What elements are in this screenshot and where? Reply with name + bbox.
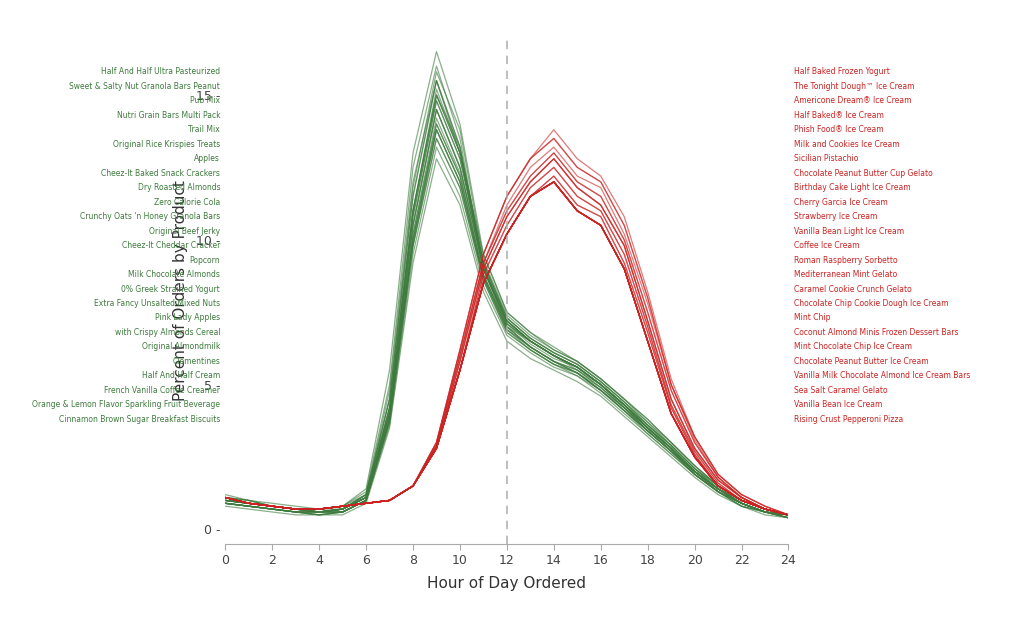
Text: Cinnamon Brown Sugar Breakfast Biscuits: Cinnamon Brown Sugar Breakfast Biscuits <box>58 415 220 424</box>
Text: Cheez-It Cheddar Cracker: Cheez-It Cheddar Cracker <box>122 241 220 250</box>
Text: Original Almondmilk: Original Almondmilk <box>141 342 220 352</box>
Text: Crunchy Oats 'n Honey Granola Bars: Crunchy Oats 'n Honey Granola Bars <box>80 212 220 221</box>
Text: Zero Calorie Cola: Zero Calorie Cola <box>154 198 220 206</box>
Text: Roman Raspberry Sorbetto: Roman Raspberry Sorbetto <box>794 256 897 265</box>
Text: Chocolate Chip Cookie Dough Ice Cream: Chocolate Chip Cookie Dough Ice Cream <box>794 299 948 308</box>
Text: Cherry Garcia Ice Cream: Cherry Garcia Ice Cream <box>794 198 888 206</box>
Text: with Crispy Almonds Cereal: with Crispy Almonds Cereal <box>115 328 220 337</box>
Text: Apples: Apples <box>195 154 220 163</box>
Text: French Vanilla Coffee Creamer: French Vanilla Coffee Creamer <box>104 386 220 395</box>
Text: Strawberry Ice Cream: Strawberry Ice Cream <box>794 212 877 221</box>
Text: The Tonight Dough™ Ice Cream: The Tonight Dough™ Ice Cream <box>794 82 914 91</box>
Text: Mediterranean Mint Gelato: Mediterranean Mint Gelato <box>794 270 897 279</box>
Text: Dry Roasted Almonds: Dry Roasted Almonds <box>137 183 220 192</box>
Text: Birthday Cake Light Ice Cream: Birthday Cake Light Ice Cream <box>794 183 910 192</box>
Text: Coconut Almond Minis Frozen Dessert Bars: Coconut Almond Minis Frozen Dessert Bars <box>794 328 958 337</box>
Text: Milk Chocolate Almonds: Milk Chocolate Almonds <box>128 270 220 279</box>
Text: Mint Chocolate Chip Ice Cream: Mint Chocolate Chip Ice Cream <box>794 342 911 352</box>
Text: Half And Half Cream: Half And Half Cream <box>142 371 220 381</box>
Text: Rising Crust Pepperoni Pizza: Rising Crust Pepperoni Pizza <box>794 415 903 424</box>
Text: Vanilla Bean Ice Cream: Vanilla Bean Ice Cream <box>794 400 882 409</box>
Text: Chocolate Peanut Butter Ice Cream: Chocolate Peanut Butter Ice Cream <box>794 357 928 366</box>
Text: Orange & Lemon Flavor Sparkling Fruit Beverage: Orange & Lemon Flavor Sparkling Fruit Be… <box>32 400 220 409</box>
Text: Extra Fancy Unsalted Mixed Nuts: Extra Fancy Unsalted Mixed Nuts <box>94 299 220 308</box>
Text: Mint Chip: Mint Chip <box>794 313 830 323</box>
Text: Vanilla Bean Light Ice Cream: Vanilla Bean Light Ice Cream <box>794 227 904 235</box>
Text: Phish Food® Ice Cream: Phish Food® Ice Cream <box>794 125 884 134</box>
Text: Original Beef Jerky: Original Beef Jerky <box>150 227 220 235</box>
Text: Pub Mix: Pub Mix <box>190 96 220 105</box>
Y-axis label: Percent of Orders by Product: Percent of Orders by Product <box>173 180 187 401</box>
Text: Original Rice Krispies Treats: Original Rice Krispies Treats <box>113 140 220 149</box>
Text: Sweet & Salty Nut Granola Bars Peanut: Sweet & Salty Nut Granola Bars Peanut <box>70 82 220 91</box>
Text: Nutri Grain Bars Multi Pack: Nutri Grain Bars Multi Pack <box>117 111 220 120</box>
Text: Half Baked® Ice Cream: Half Baked® Ice Cream <box>794 111 884 120</box>
Text: Chocolate Peanut Butter Cup Gelato: Chocolate Peanut Butter Cup Gelato <box>794 169 932 178</box>
Text: Coffee Ice Cream: Coffee Ice Cream <box>794 241 859 250</box>
Text: Cheez-It Baked Snack Crackers: Cheez-It Baked Snack Crackers <box>101 169 220 178</box>
Text: Popcorn: Popcorn <box>189 256 220 265</box>
Text: Clementines: Clementines <box>172 357 220 366</box>
Text: Trail Mix: Trail Mix <box>188 125 220 134</box>
Text: Pink Lady Apples: Pink Lady Apples <box>155 313 220 323</box>
Text: Caramel Cookie Crunch Gelato: Caramel Cookie Crunch Gelato <box>794 284 911 294</box>
X-axis label: Hour of Day Ordered: Hour of Day Ordered <box>427 575 587 591</box>
Text: Vanilla Milk Chocolate Almond Ice Cream Bars: Vanilla Milk Chocolate Almond Ice Cream … <box>794 371 970 381</box>
Text: 0% Greek Strained Yogurt: 0% Greek Strained Yogurt <box>122 284 220 294</box>
Text: Half And Half Ultra Pasteurized: Half And Half Ultra Pasteurized <box>101 67 220 77</box>
Text: Americone Dream® Ice Cream: Americone Dream® Ice Cream <box>794 96 911 105</box>
Text: Sicilian Pistachio: Sicilian Pistachio <box>794 154 858 163</box>
Text: Half Baked Frozen Yogurt: Half Baked Frozen Yogurt <box>794 67 890 77</box>
Text: Milk and Cookies Ice Cream: Milk and Cookies Ice Cream <box>794 140 899 149</box>
Text: Sea Salt Caramel Gelato: Sea Salt Caramel Gelato <box>794 386 887 395</box>
